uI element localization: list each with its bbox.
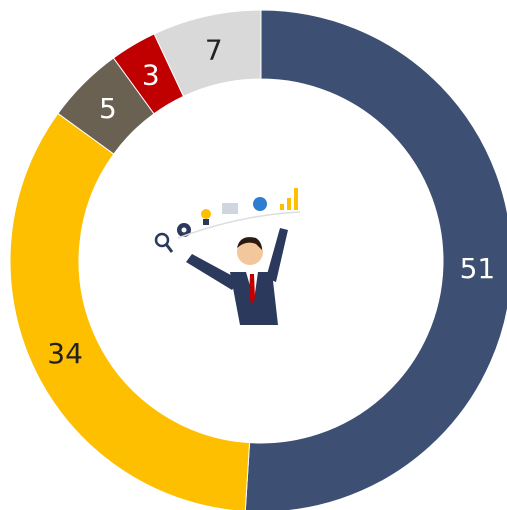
segment <box>153 9 262 97</box>
donut: 51 34 53 7 <box>9 9 507 510</box>
center-illustration <box>154 188 301 325</box>
value-label: 5 <box>99 92 117 125</box>
value-label: 3 <box>142 59 160 92</box>
value-label: 51 <box>460 252 496 285</box>
segment <box>244 9 507 510</box>
segment <box>9 112 251 510</box>
value-label: 34 <box>47 337 83 370</box>
value-label: 7 <box>205 34 223 67</box>
